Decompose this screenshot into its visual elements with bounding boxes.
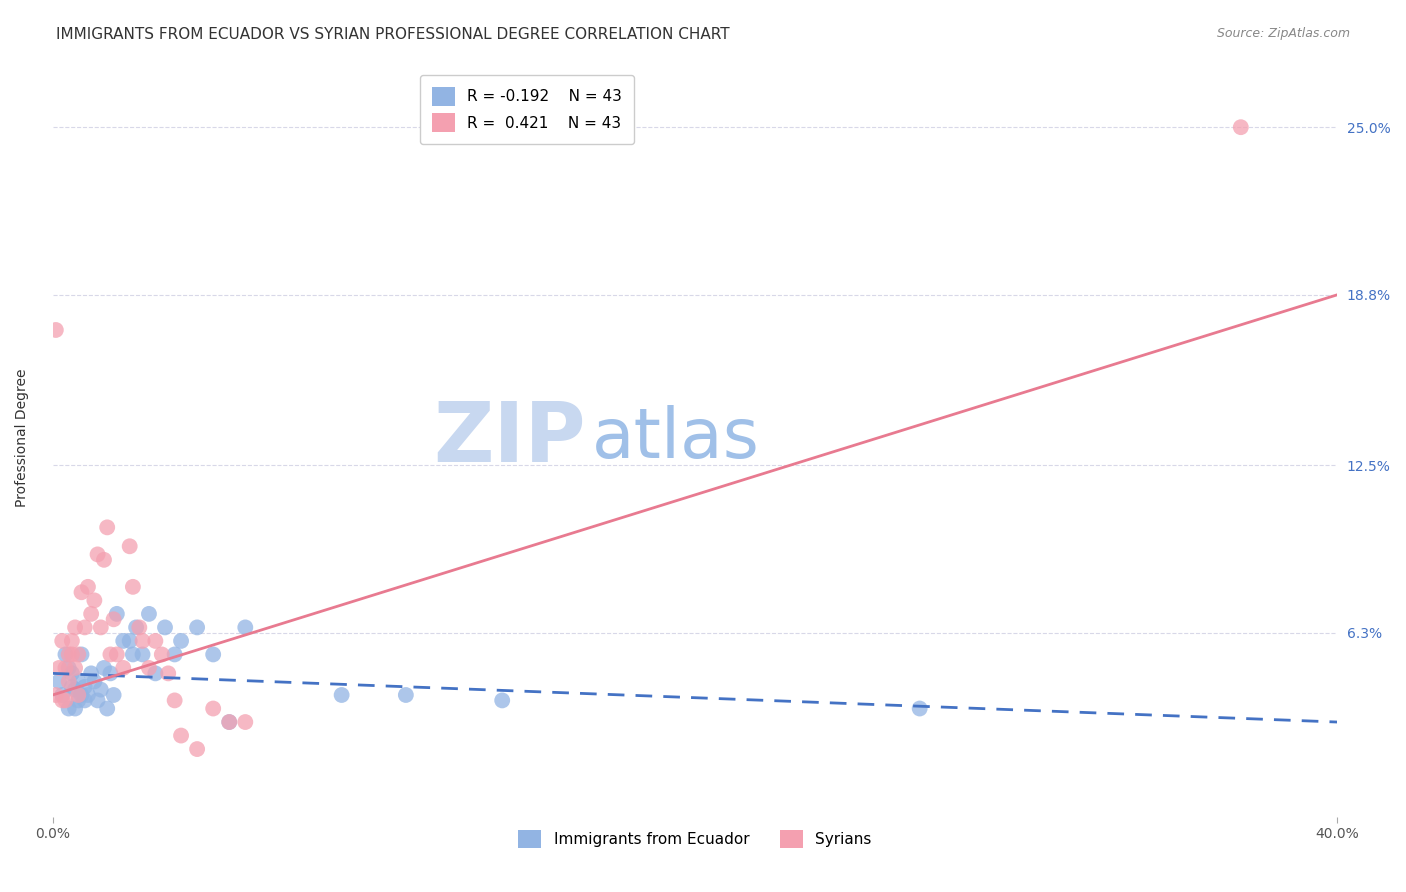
Point	[55, 693, 77, 707]
Point	[100, 666, 122, 681]
Point	[170, 729, 193, 743]
Point	[67, 674, 90, 689]
Point	[131, 648, 153, 662]
Point	[153, 620, 176, 634]
Point	[60, 666, 83, 681]
Point	[70, 648, 93, 662]
Point	[186, 742, 208, 756]
Text: IMMIGRANTS FROM ECUADOR VS SYRIAN PROFESSIONAL DEGREE CORRELATION CHART: IMMIGRANTS FROM ECUADOR VS SYRIAN PROFES…	[56, 27, 730, 42]
Point	[48, 661, 70, 675]
Point	[90, 620, 112, 634]
Point	[67, 693, 90, 707]
Text: ZIP: ZIP	[433, 398, 586, 479]
Point	[170, 634, 193, 648]
Point	[96, 520, 118, 534]
Point	[103, 688, 125, 702]
Point	[51, 634, 73, 648]
Point	[157, 666, 180, 681]
Point	[112, 661, 135, 675]
Point	[125, 620, 148, 634]
Point	[145, 634, 167, 648]
Legend: Immigrants from Ecuador, Syrians: Immigrants from Ecuador, Syrians	[512, 823, 877, 855]
Point	[60, 680, 83, 694]
Text: atlas: atlas	[592, 405, 761, 472]
Point	[330, 688, 353, 702]
Point	[150, 648, 173, 662]
Point	[145, 666, 167, 681]
Point	[73, 680, 96, 694]
Point	[186, 620, 208, 634]
Point	[58, 674, 80, 689]
Point	[90, 682, 112, 697]
Point	[86, 693, 108, 707]
Point	[93, 553, 115, 567]
Point	[163, 693, 186, 707]
Point	[58, 661, 80, 675]
Point	[100, 648, 122, 662]
Point	[73, 693, 96, 707]
Point	[105, 648, 128, 662]
Point	[63, 701, 86, 715]
Point	[202, 701, 225, 715]
Point	[77, 688, 100, 702]
Point	[105, 607, 128, 621]
Point	[218, 714, 240, 729]
Point	[93, 661, 115, 675]
Point	[112, 634, 135, 648]
Point	[83, 593, 105, 607]
Point	[395, 688, 418, 702]
Point	[70, 688, 93, 702]
Point	[83, 674, 105, 689]
Point	[51, 688, 73, 702]
Point	[63, 620, 86, 634]
Text: Source: ZipAtlas.com: Source: ZipAtlas.com	[1216, 27, 1350, 40]
Point	[202, 648, 225, 662]
Point	[48, 674, 70, 689]
Point	[80, 607, 103, 621]
Point	[103, 612, 125, 626]
Point	[118, 634, 141, 648]
Point	[60, 634, 83, 648]
Point	[63, 661, 86, 675]
Point	[122, 580, 145, 594]
Point	[73, 620, 96, 634]
Point	[58, 701, 80, 715]
Point	[491, 693, 513, 707]
Point	[58, 648, 80, 662]
Point	[96, 701, 118, 715]
Point	[122, 648, 145, 662]
Point	[63, 682, 86, 697]
Point	[45, 688, 67, 702]
Point	[131, 634, 153, 648]
Point	[70, 585, 93, 599]
Point	[163, 648, 186, 662]
Point	[60, 648, 83, 662]
Point	[45, 323, 67, 337]
Point	[138, 607, 160, 621]
Point	[77, 580, 100, 594]
Point	[67, 648, 90, 662]
Y-axis label: Professional Degree: Professional Degree	[15, 369, 30, 508]
Point	[80, 666, 103, 681]
Point	[233, 620, 256, 634]
Point	[908, 701, 931, 715]
Point	[128, 620, 150, 634]
Point	[67, 688, 90, 702]
Point	[86, 548, 108, 562]
Point	[218, 714, 240, 729]
Point	[51, 693, 73, 707]
Point	[233, 714, 256, 729]
Point	[55, 661, 77, 675]
Point	[138, 661, 160, 675]
Point	[118, 539, 141, 553]
Point	[55, 648, 77, 662]
Point	[1230, 120, 1253, 135]
